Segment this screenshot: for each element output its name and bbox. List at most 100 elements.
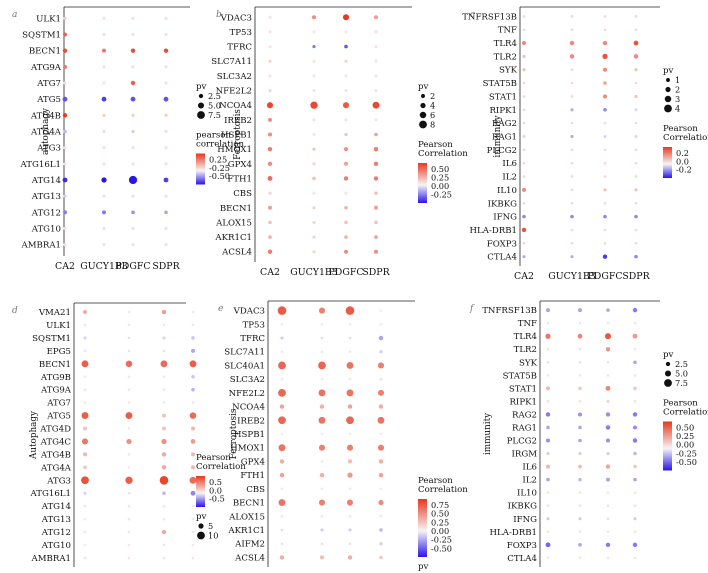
bubble: [162, 517, 166, 521]
bubble: [83, 491, 87, 495]
bubble: [312, 220, 316, 225]
bubble: [634, 254, 638, 259]
bubble: [63, 64, 67, 69]
bubble: [378, 472, 384, 478]
bubble: [634, 161, 638, 165]
bubble: [633, 40, 639, 46]
bubble: [81, 438, 89, 445]
bubble: [374, 15, 378, 20]
gene-label: SQSTM1: [32, 334, 71, 344]
bubble: [280, 336, 284, 340]
bubble: [522, 201, 526, 205]
bubble: [320, 322, 324, 326]
bubble: [63, 32, 67, 37]
gene-label: BECN1: [233, 499, 265, 509]
bubble: [191, 310, 195, 314]
y-axis-label: Autophagy: [29, 411, 39, 460]
gene-label: HMOX1: [230, 444, 265, 454]
bubble: [101, 177, 107, 183]
bubble: [320, 542, 324, 546]
bubble: [634, 228, 638, 232]
gene-label: PLCG2: [507, 437, 537, 447]
gene-label: RAG2: [512, 410, 537, 420]
bubble: [162, 401, 166, 405]
bubble: [374, 249, 378, 254]
bubble: [81, 360, 89, 368]
bubble: [268, 220, 272, 225]
bubble: [83, 465, 87, 470]
gene-label: PLCG2: [487, 146, 517, 156]
bubble: [603, 214, 607, 219]
bubble: [266, 102, 274, 109]
size-legend-value: 6: [430, 110, 435, 120]
bubble: [634, 108, 638, 112]
bubble: [83, 504, 87, 508]
bubble: [633, 373, 637, 377]
gene-label: RIPK1: [489, 106, 517, 116]
bubble: [127, 530, 131, 534]
gene-label: IL10: [517, 489, 537, 499]
bubble: [63, 226, 67, 231]
bubble: [522, 14, 526, 18]
bubble: [163, 48, 169, 53]
bubble: [312, 191, 316, 195]
bubble: [379, 487, 383, 491]
size-legend-dot: [197, 111, 205, 119]
gene-label: ATG7: [46, 399, 71, 409]
bubble: [545, 542, 551, 548]
bubble: [312, 30, 316, 34]
bubble: [346, 444, 354, 451]
bubble: [602, 40, 608, 46]
bubble: [83, 388, 87, 392]
bubble: [633, 556, 637, 560]
bubble: [546, 491, 550, 495]
bubble: [344, 220, 348, 225]
bubble: [374, 30, 378, 34]
bubble: [191, 323, 195, 327]
bubble: [131, 32, 135, 37]
bubble: [164, 65, 168, 69]
bubble: [373, 176, 379, 181]
bubble: [578, 386, 582, 391]
size-legend-dot: [421, 94, 425, 98]
bubble: [377, 362, 385, 369]
bubble: [569, 40, 575, 46]
bubble: [578, 504, 582, 508]
gene-label: AKR1C1: [227, 526, 265, 536]
gene-label: HLA-DRB1: [470, 226, 517, 236]
bubble: [546, 530, 550, 534]
size-legend-dot: [665, 361, 671, 367]
y-axis-label: immunity: [493, 115, 503, 157]
bubble: [191, 401, 195, 405]
bubble: [546, 438, 550, 443]
bubble: [348, 322, 352, 326]
bubble: [546, 373, 550, 377]
bubble: [131, 162, 135, 166]
bubble: [348, 487, 352, 491]
bubble: [522, 121, 526, 125]
bubble: [162, 375, 166, 379]
panel-f: f immunity TNFRSF13B TNF TLR4 TLR2 SYK STAT5B ST…: [469, 300, 708, 573]
bubble: [522, 175, 526, 178]
bubble: [346, 361, 354, 369]
bubble: [605, 412, 611, 417]
size-legend-value: 8: [430, 120, 435, 130]
gene-label: ATG10: [31, 225, 61, 235]
bubble: [578, 321, 582, 325]
size-legend-dot: [665, 86, 671, 93]
bubble: [569, 54, 575, 59]
bubble: [128, 175, 138, 185]
bubble: [346, 499, 354, 506]
bubble: [189, 476, 197, 484]
bubble: [191, 465, 195, 470]
bubble: [320, 336, 324, 340]
bubble: [83, 349, 87, 353]
x-tick-label: PDGFC: [588, 271, 623, 282]
bubble: [634, 148, 638, 152]
gene-label: NCOA4: [219, 101, 252, 111]
bubble: [570, 121, 574, 125]
size-legend-title: pv: [418, 82, 429, 92]
bubble: [312, 235, 316, 239]
bubble: [606, 477, 610, 482]
